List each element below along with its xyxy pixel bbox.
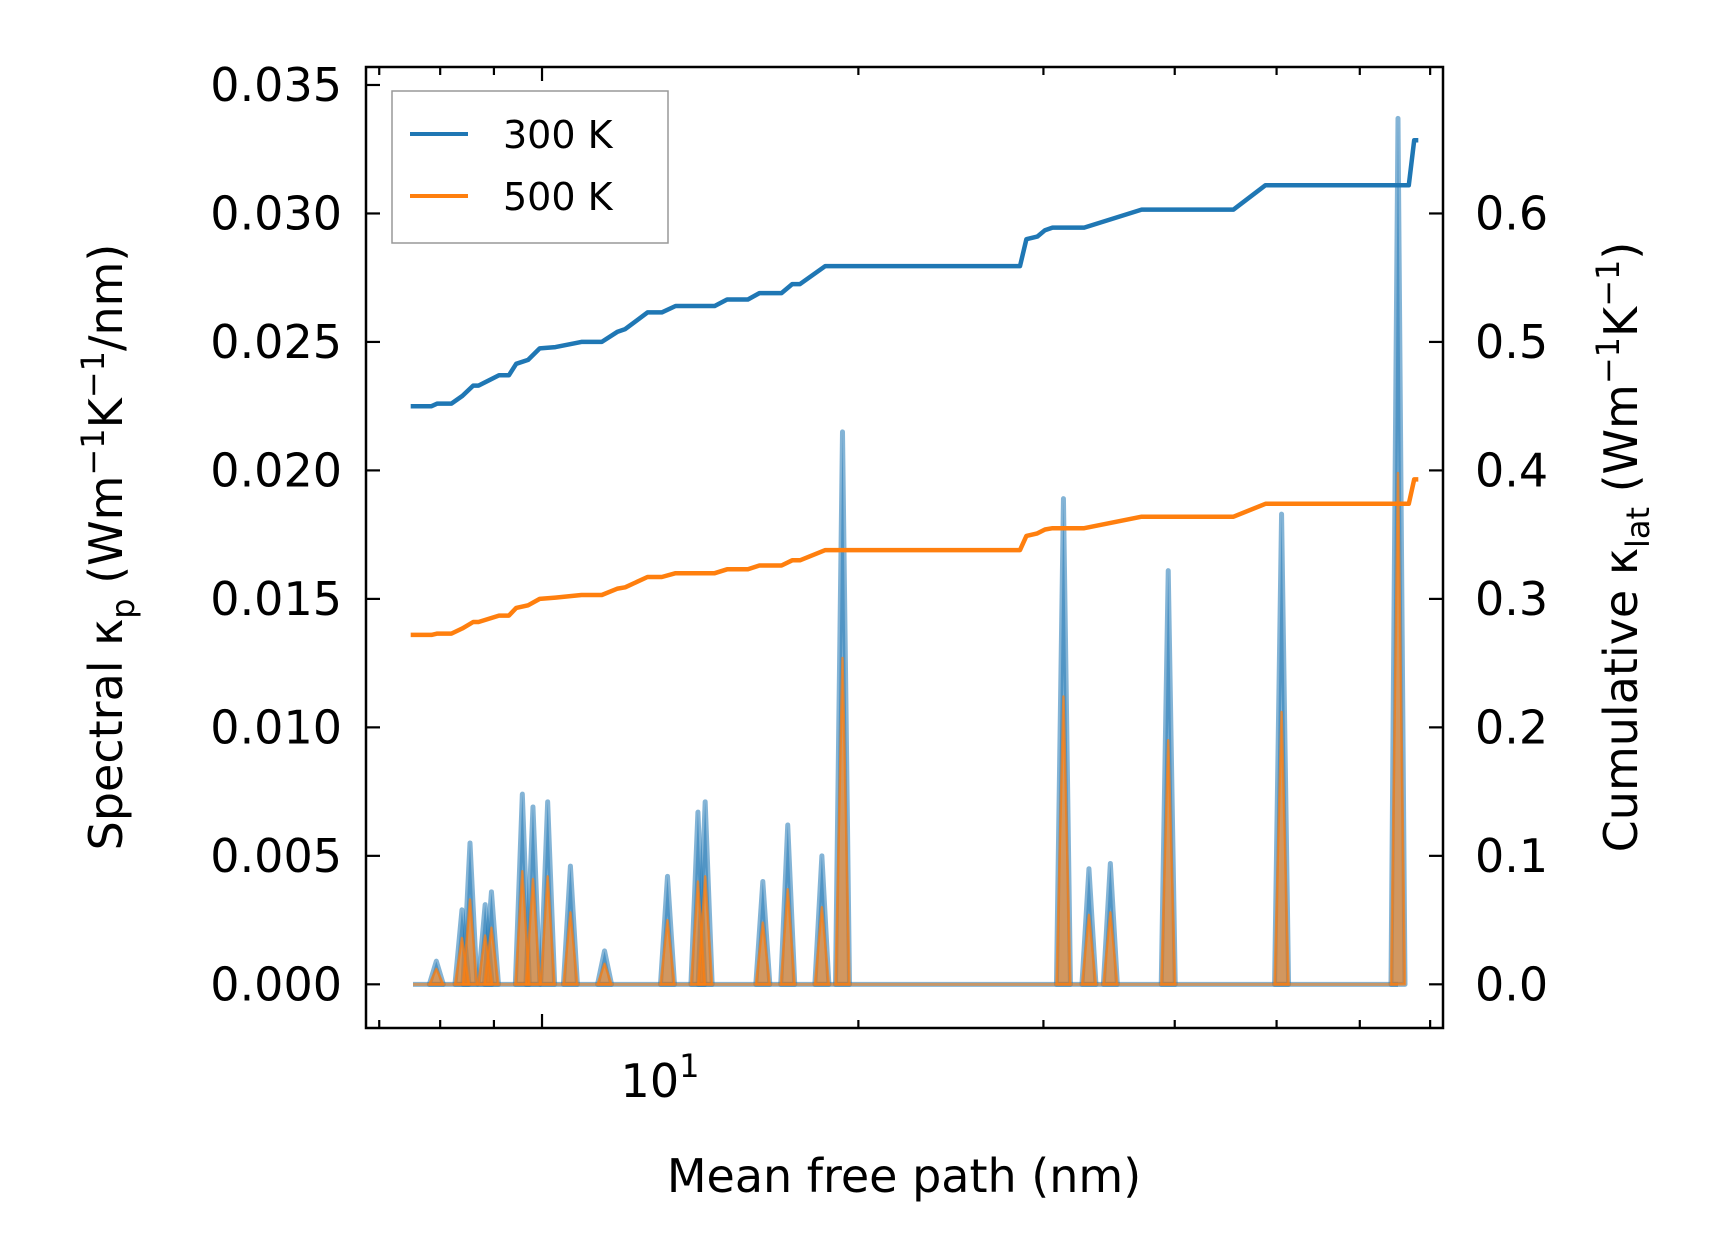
x-tick-label: 101 xyxy=(621,1047,700,1108)
cumulative-layer xyxy=(410,137,1419,638)
spectral-layer xyxy=(413,115,1408,987)
legend-label-500k: 500 K xyxy=(503,175,614,219)
y-tick-label-left: 0.035 xyxy=(210,58,342,112)
y-tick-label-right: 0.6 xyxy=(1475,186,1548,240)
spectral-series-500k xyxy=(413,471,1407,986)
y-tick-label-left: 0.015 xyxy=(210,572,342,626)
legend-label-300k: 300 K xyxy=(503,113,614,157)
y-tick-label-left: 0.000 xyxy=(210,957,342,1011)
y-tick-label-right: 0.2 xyxy=(1475,700,1548,754)
cumulative-line-300k xyxy=(410,137,1419,409)
y-tick-label-left: 0.020 xyxy=(210,443,342,497)
legend: 300 K 500 K xyxy=(391,90,669,244)
legend-box xyxy=(391,90,669,244)
y-tick-label-left: 0.005 xyxy=(210,829,342,883)
y-tick-label-right: 0.0 xyxy=(1475,957,1548,1011)
y-tick-label-left: 0.025 xyxy=(210,315,342,369)
y-tick-label-left: 0.030 xyxy=(210,186,342,240)
plot-frame xyxy=(364,65,1445,1030)
cumulative-line-500k xyxy=(410,477,1419,638)
y-tick-label-right: 0.3 xyxy=(1475,572,1548,626)
y-tick-label-right: 0.5 xyxy=(1475,315,1548,369)
y-tick-label-right: 0.4 xyxy=(1475,443,1548,497)
y-tick-label-left: 0.010 xyxy=(210,700,342,754)
x-axis-title: Mean free path (nm) xyxy=(667,1149,1141,1203)
ticks-layer: 0.000 0.005 0.010 0.015 0.020 0.025 0.030 0.035… xyxy=(210,58,1548,1028)
y-axis-title-right: Cumulative κlat (Wm−1K−1) xyxy=(1589,242,1657,853)
y-axis-title-left: Spectral κp (Wm−1K−1/nm) xyxy=(74,244,142,851)
y-tick-label-right: 0.1 xyxy=(1475,829,1548,883)
